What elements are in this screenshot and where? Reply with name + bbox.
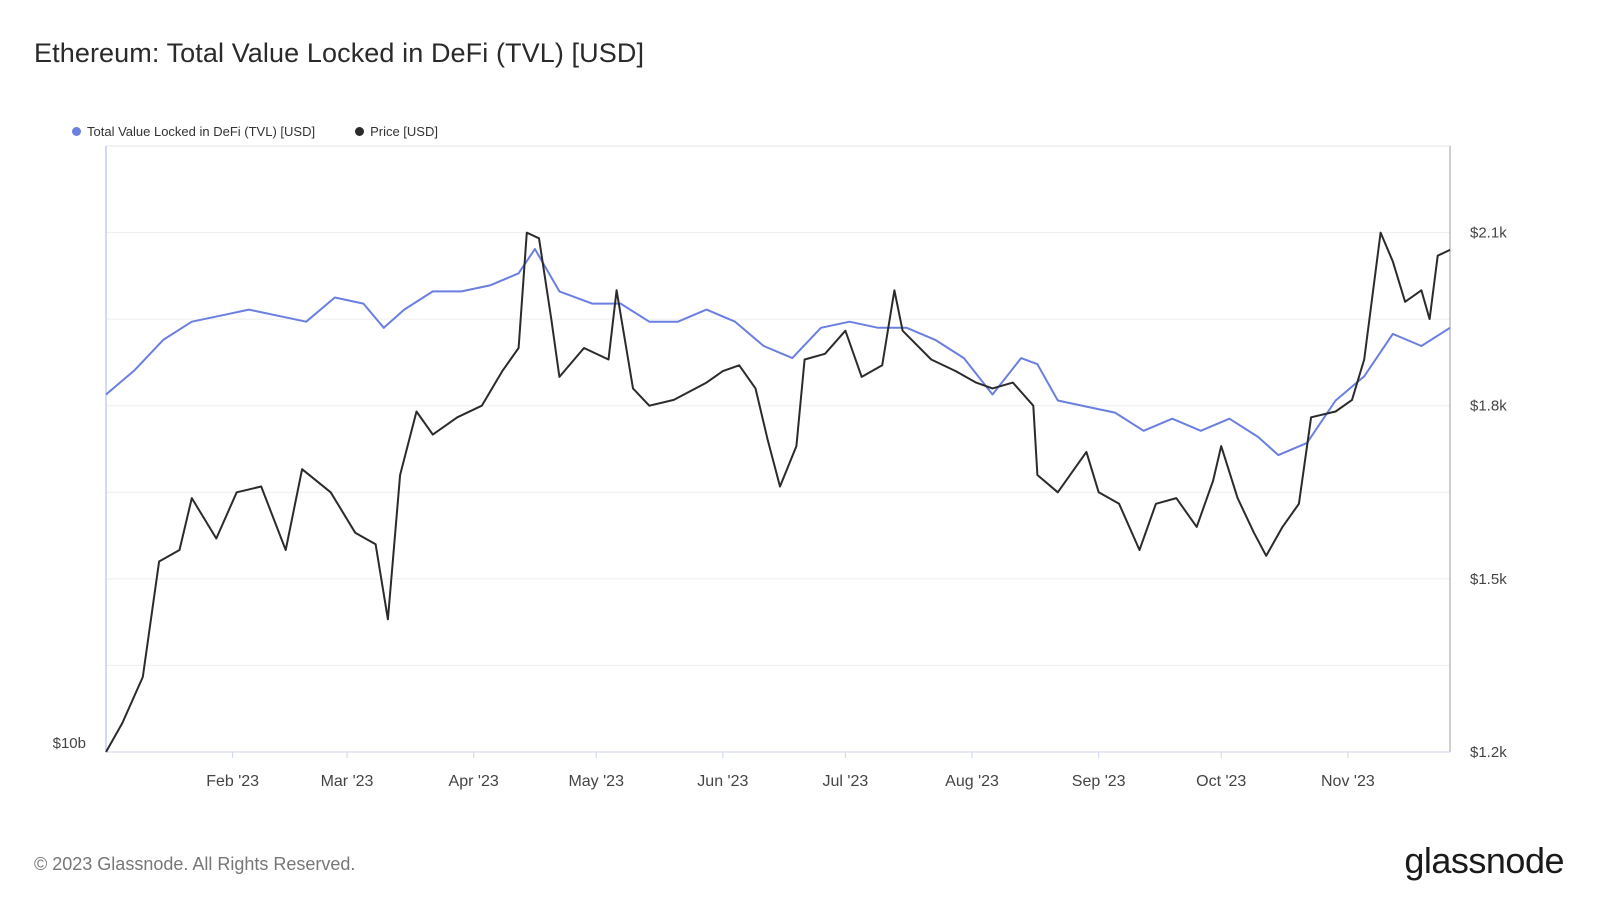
x-tick-label: Jul '23	[823, 773, 869, 790]
left-axis-tick-label: $10b	[53, 735, 86, 752]
legend-label-price: Price [USD]	[370, 124, 438, 139]
brand-logo[interactable]: glassnode	[1404, 840, 1564, 881]
series-line-tvl	[105, 248, 1451, 457]
x-tick-label: Oct '23	[1196, 773, 1246, 790]
x-tick-label: Aug '23	[945, 773, 999, 790]
x-tick-label: Mar '23	[321, 773, 374, 790]
x-tick-label: Apr '23	[449, 773, 499, 790]
chart-legend: Total Value Locked in DeFi (TVL) [USD] P…	[72, 124, 438, 139]
copyright-footer: © 2023 Glassnode. All Rights Reserved.	[34, 854, 356, 874]
x-tick-label: Feb '23	[206, 773, 259, 790]
legend-item-tvl[interactable]: Total Value Locked in DeFi (TVL) [USD]	[72, 124, 315, 139]
x-tick-label: Sep '23	[1072, 773, 1126, 790]
legend-label-tvl: Total Value Locked in DeFi (TVL) [USD]	[87, 124, 316, 139]
chart-title: Ethereum: Total Value Locked in DeFi (TV…	[34, 38, 645, 68]
x-tick-label: May '23	[568, 773, 624, 790]
x-tick-label: Jun '23	[697, 773, 748, 790]
x-tick-label: Nov '23	[1321, 773, 1375, 790]
legend-item-price[interactable]: Price [USD]	[355, 124, 438, 139]
legend-dot-price	[355, 127, 365, 136]
series-line-price	[105, 231, 1451, 753]
right-axis-tick-label: $2.1k	[1470, 225, 1507, 242]
legend-dot-tvl	[72, 127, 81, 136]
right-axis-tick-label: $1.2k	[1470, 744, 1507, 761]
right-axis-tick-label: $1.8k	[1470, 398, 1507, 415]
plot-frame	[105, 145, 1451, 753]
right-axis-tick-label: $1.5k	[1470, 571, 1507, 588]
